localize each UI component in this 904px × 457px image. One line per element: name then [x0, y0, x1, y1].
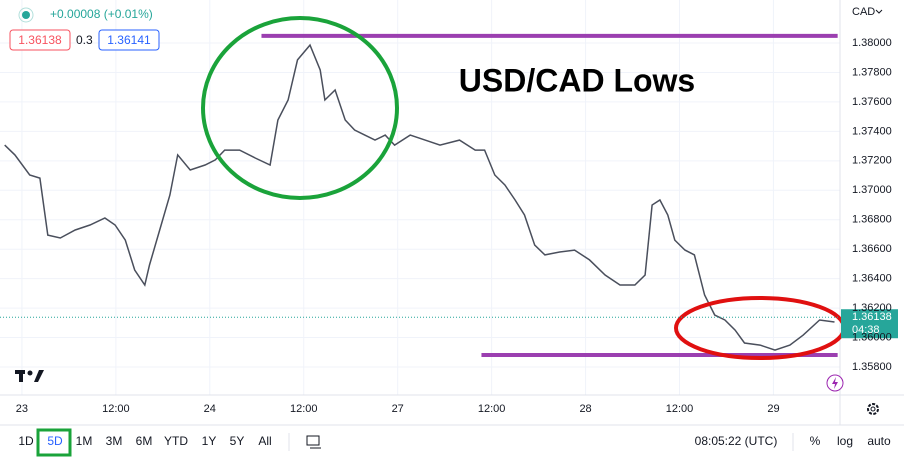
- range-button[interactable]: 5Y: [230, 434, 245, 448]
- logo-part: [34, 370, 44, 382]
- status-dot: [22, 11, 30, 19]
- x-tick-label: 12:00: [290, 403, 318, 415]
- log-toggle[interactable]: log: [837, 434, 853, 448]
- range-button[interactable]: 1D: [18, 434, 34, 448]
- price-change: +0.00008 (+0.01%): [50, 7, 153, 21]
- x-tick-label: 24: [204, 403, 216, 415]
- last-price-box: [841, 309, 898, 339]
- range-button[interactable]: 6M: [136, 434, 153, 448]
- range-button[interactable]: All: [258, 434, 271, 448]
- y-tick-label: 1.38000: [852, 37, 892, 49]
- y-tick-label: 1.37200: [852, 155, 892, 167]
- ask-box[interactable]: [98, 29, 160, 51]
- icon-part: [306, 435, 320, 446]
- plot-area: [4, 43, 835, 351]
- countdown-text: 04:38: [852, 324, 880, 336]
- x-tick-label: 12:00: [478, 403, 506, 415]
- y-tick-label: 1.37000: [852, 184, 892, 196]
- range-button[interactable]: 3M: [106, 434, 123, 448]
- range-button[interactable]: YTD: [164, 434, 188, 448]
- currency-selector[interactable]: CAD: [852, 6, 875, 18]
- x-tick-label: 27: [392, 403, 404, 415]
- logo-part: [19, 370, 23, 382]
- chart-title: USD/CAD Lows: [459, 62, 695, 98]
- y-tick-label: 1.35800: [852, 361, 892, 373]
- y-tick-label: 1.36800: [852, 214, 892, 226]
- selected-range-highlight: [36, 428, 72, 457]
- logo-part: [27, 370, 33, 376]
- x-tick-label: 29: [767, 403, 779, 415]
- bid-price[interactable]: 1.36138: [18, 33, 62, 47]
- ask-price[interactable]: 1.36141: [107, 33, 151, 47]
- tradingview-logo: [15, 370, 44, 382]
- status-ring: [18, 7, 34, 23]
- currency-caret: [875, 9, 883, 14]
- y-tick-label: 1.36600: [852, 243, 892, 255]
- highs-circle: [201, 16, 399, 200]
- range-button[interactable]: 5D: [47, 434, 63, 448]
- x-tick-label: 12:00: [666, 403, 694, 415]
- x-tick-label: 28: [579, 403, 591, 415]
- auto-toggle[interactable]: auto: [867, 434, 891, 448]
- range-button[interactable]: 1M: [76, 434, 93, 448]
- y-tick-label: 1.36400: [852, 273, 892, 285]
- y-tick-label: 1.37600: [852, 96, 892, 108]
- settings-icon[interactable]: [867, 403, 879, 415]
- y-tick-label: 1.36000: [852, 331, 892, 343]
- y-tick-label: 1.37800: [852, 66, 892, 78]
- spread: 0.3: [76, 33, 93, 47]
- percent-toggle[interactable]: %: [810, 434, 821, 448]
- last-price-text: 1.36138: [852, 311, 892, 323]
- y-tick-label: 1.37400: [852, 125, 892, 137]
- range-button[interactable]: 1Y: [202, 434, 217, 448]
- settings-hub: [870, 406, 876, 412]
- clock: 08:05:22 (UTC): [695, 434, 778, 448]
- compare-icon[interactable]: [306, 435, 321, 449]
- toolbar: 1D 5D 1M 3M 6M YTD 1Y 5Y All: [18, 434, 271, 448]
- y-tick-label: 1.36200: [852, 302, 892, 314]
- x-tick-label: 12:00: [102, 403, 130, 415]
- alert-bolt: [832, 377, 838, 389]
- x-tick-label: 23: [16, 403, 28, 415]
- price-line: [4, 43, 835, 351]
- bid-box[interactable]: [9, 29, 71, 51]
